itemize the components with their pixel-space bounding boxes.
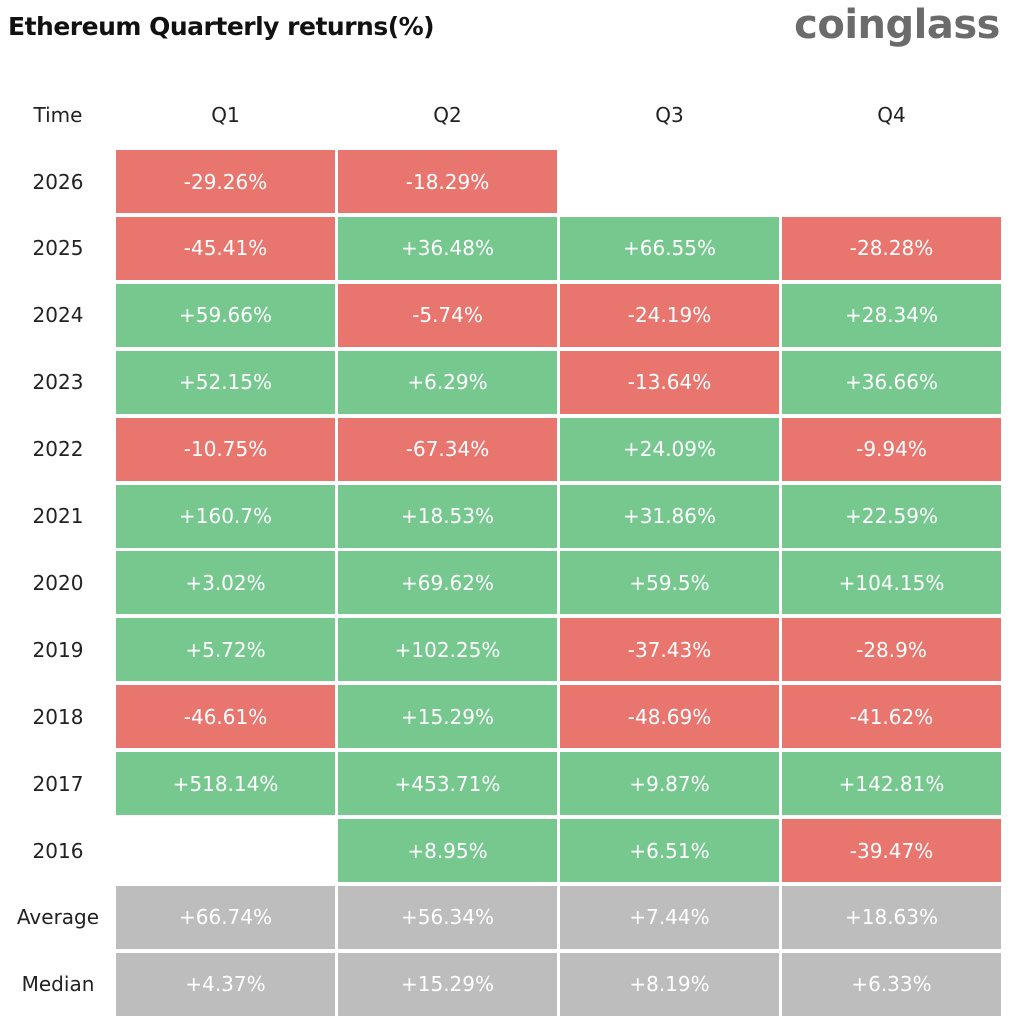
summary-cell: +56.34% [338, 885, 557, 949]
return-cell: +59.66% [116, 283, 335, 347]
summary-label: Median [21, 972, 95, 997]
return-cell: +18.53% [338, 484, 557, 548]
return-cell: -37.43% [560, 618, 779, 682]
title: Ethereum Quarterly returns(%) [8, 12, 435, 41]
return-cell: -67.34% [338, 417, 557, 481]
summary-cell: +7.44% [560, 885, 779, 949]
return-cell: +66.55% [560, 216, 779, 280]
return-cell: -18.29% [338, 150, 557, 213]
return-cell: +9.87% [560, 752, 779, 816]
return-cell: +8.95% [338, 819, 557, 882]
return-cell: -9.94% [782, 417, 1001, 481]
column-header: Time [33, 103, 83, 127]
return-cell: +142.81% [782, 752, 1001, 816]
year-label: 2016 [32, 838, 84, 863]
year-label: 2017 [32, 771, 84, 796]
return-cell: +36.66% [782, 350, 1001, 414]
return-cell: +22.59% [782, 484, 1001, 548]
return-cell: -45.41% [116, 216, 335, 280]
return-cell: +31.86% [560, 484, 779, 548]
summary-cell: +66.74% [116, 885, 335, 949]
return-cell: -41.62% [782, 685, 1001, 749]
summary-label: Average [16, 905, 100, 930]
return-cell: +160.7% [116, 484, 335, 548]
year-label: 2018 [32, 704, 84, 729]
column-header: Q2 [433, 103, 462, 127]
column-header: Q3 [655, 103, 684, 127]
return-cell: +3.02% [116, 551, 335, 615]
year-label: 2026 [32, 169, 84, 194]
year-label: 2024 [32, 303, 84, 328]
return-cell: +69.62% [338, 551, 557, 615]
return-cell: +6.51% [560, 819, 779, 882]
year-label: 2019 [32, 637, 84, 662]
return-cell: +6.29% [338, 350, 557, 414]
return-cell: -28.28% [782, 216, 1001, 280]
year-label: 2021 [32, 504, 84, 528]
return-cell: +15.29% [338, 685, 557, 749]
column-header: Q4 [877, 103, 906, 127]
return-cell: +518.14% [116, 752, 335, 816]
year-label: 2025 [32, 236, 84, 261]
year-label: 2020 [32, 570, 84, 595]
return-cell: +36.48% [338, 216, 557, 280]
return-cell: -48.69% [560, 685, 779, 749]
column-header: Q1 [211, 103, 240, 127]
summary-cell: +8.19% [560, 952, 779, 1016]
return-cell: +59.5% [560, 551, 779, 615]
return-cell: +453.71% [338, 752, 557, 816]
summary-cell: +6.33% [782, 952, 1001, 1016]
summary-cell: +4.37% [116, 952, 335, 1016]
return-cell: -29.26% [116, 150, 335, 213]
summary-cell: +15.29% [338, 952, 557, 1016]
brand-logo: coinglass [794, 2, 1000, 48]
return-cell: +104.15% [782, 551, 1001, 615]
return-cell: +5.72% [116, 618, 335, 682]
return-cell: +52.15% [116, 350, 335, 414]
return-cell: +28.34% [782, 283, 1001, 347]
return-cell: -24.19% [560, 283, 779, 347]
return-cell: -10.75% [116, 417, 335, 481]
return-cell: +24.09% [560, 417, 779, 481]
return-cell: -5.74% [338, 283, 557, 347]
return-cell: -28.9% [782, 618, 1001, 682]
return-cell: -13.64% [560, 350, 779, 414]
summary-cell: +18.63% [782, 885, 1001, 949]
return-cell: -39.47% [782, 819, 1001, 882]
return-cell: +102.25% [338, 618, 557, 682]
year-label: 2022 [32, 437, 84, 462]
year-label: 2023 [32, 370, 84, 395]
return-cell: -46.61% [116, 685, 335, 749]
